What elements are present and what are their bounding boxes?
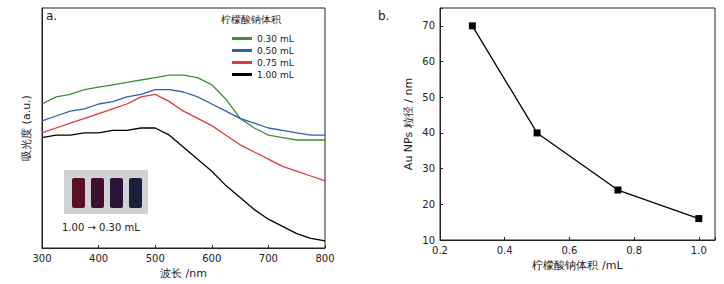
svg-text:柠檬酸钠体积 /mL: 柠檬酸钠体积 /mL — [532, 259, 623, 272]
svg-text:波长 /nm: 波长 /nm — [160, 267, 207, 280]
svg-text:60: 60 — [422, 56, 435, 67]
svg-text:30: 30 — [422, 163, 435, 174]
svg-text:300: 300 — [32, 253, 51, 264]
svg-text:1.00 → 0.30 mL: 1.00 → 0.30 mL — [62, 222, 140, 233]
svg-text:400: 400 — [89, 253, 108, 264]
svg-text:吸光度 (a.u.): 吸光度 (a.u.) — [20, 95, 33, 161]
svg-text:0.6: 0.6 — [561, 245, 577, 256]
svg-text:500: 500 — [146, 253, 165, 264]
svg-text:0.8: 0.8 — [626, 245, 642, 256]
svg-text:800: 800 — [315, 253, 334, 264]
svg-text:40: 40 — [422, 127, 435, 138]
svg-text:b.: b. — [378, 9, 389, 23]
svg-text:1.00 mL: 1.00 mL — [257, 70, 294, 80]
svg-text:0.75 mL: 0.75 mL — [257, 58, 294, 68]
svg-text:10: 10 — [422, 234, 435, 246]
svg-text:0.30 mL: 0.30 mL — [257, 34, 294, 44]
svg-text:700: 700 — [259, 253, 278, 264]
svg-text:Au NPs 粒径 / nm: Au NPs 粒径 / nm — [402, 78, 415, 170]
svg-text:50: 50 — [422, 92, 435, 103]
svg-text:0.4: 0.4 — [497, 245, 513, 256]
svg-text:1.0: 1.0 — [691, 245, 707, 256]
svg-text:a.: a. — [46, 9, 57, 23]
svg-text:70: 70 — [422, 20, 435, 31]
svg-text:0.50 mL: 0.50 mL — [257, 46, 294, 56]
svg-text:柠檬酸钠体积: 柠檬酸钠体积 — [221, 14, 281, 25]
svg-text:600: 600 — [202, 253, 221, 264]
svg-text:0.2: 0.2 — [432, 245, 448, 256]
svg-text:20: 20 — [422, 199, 435, 210]
